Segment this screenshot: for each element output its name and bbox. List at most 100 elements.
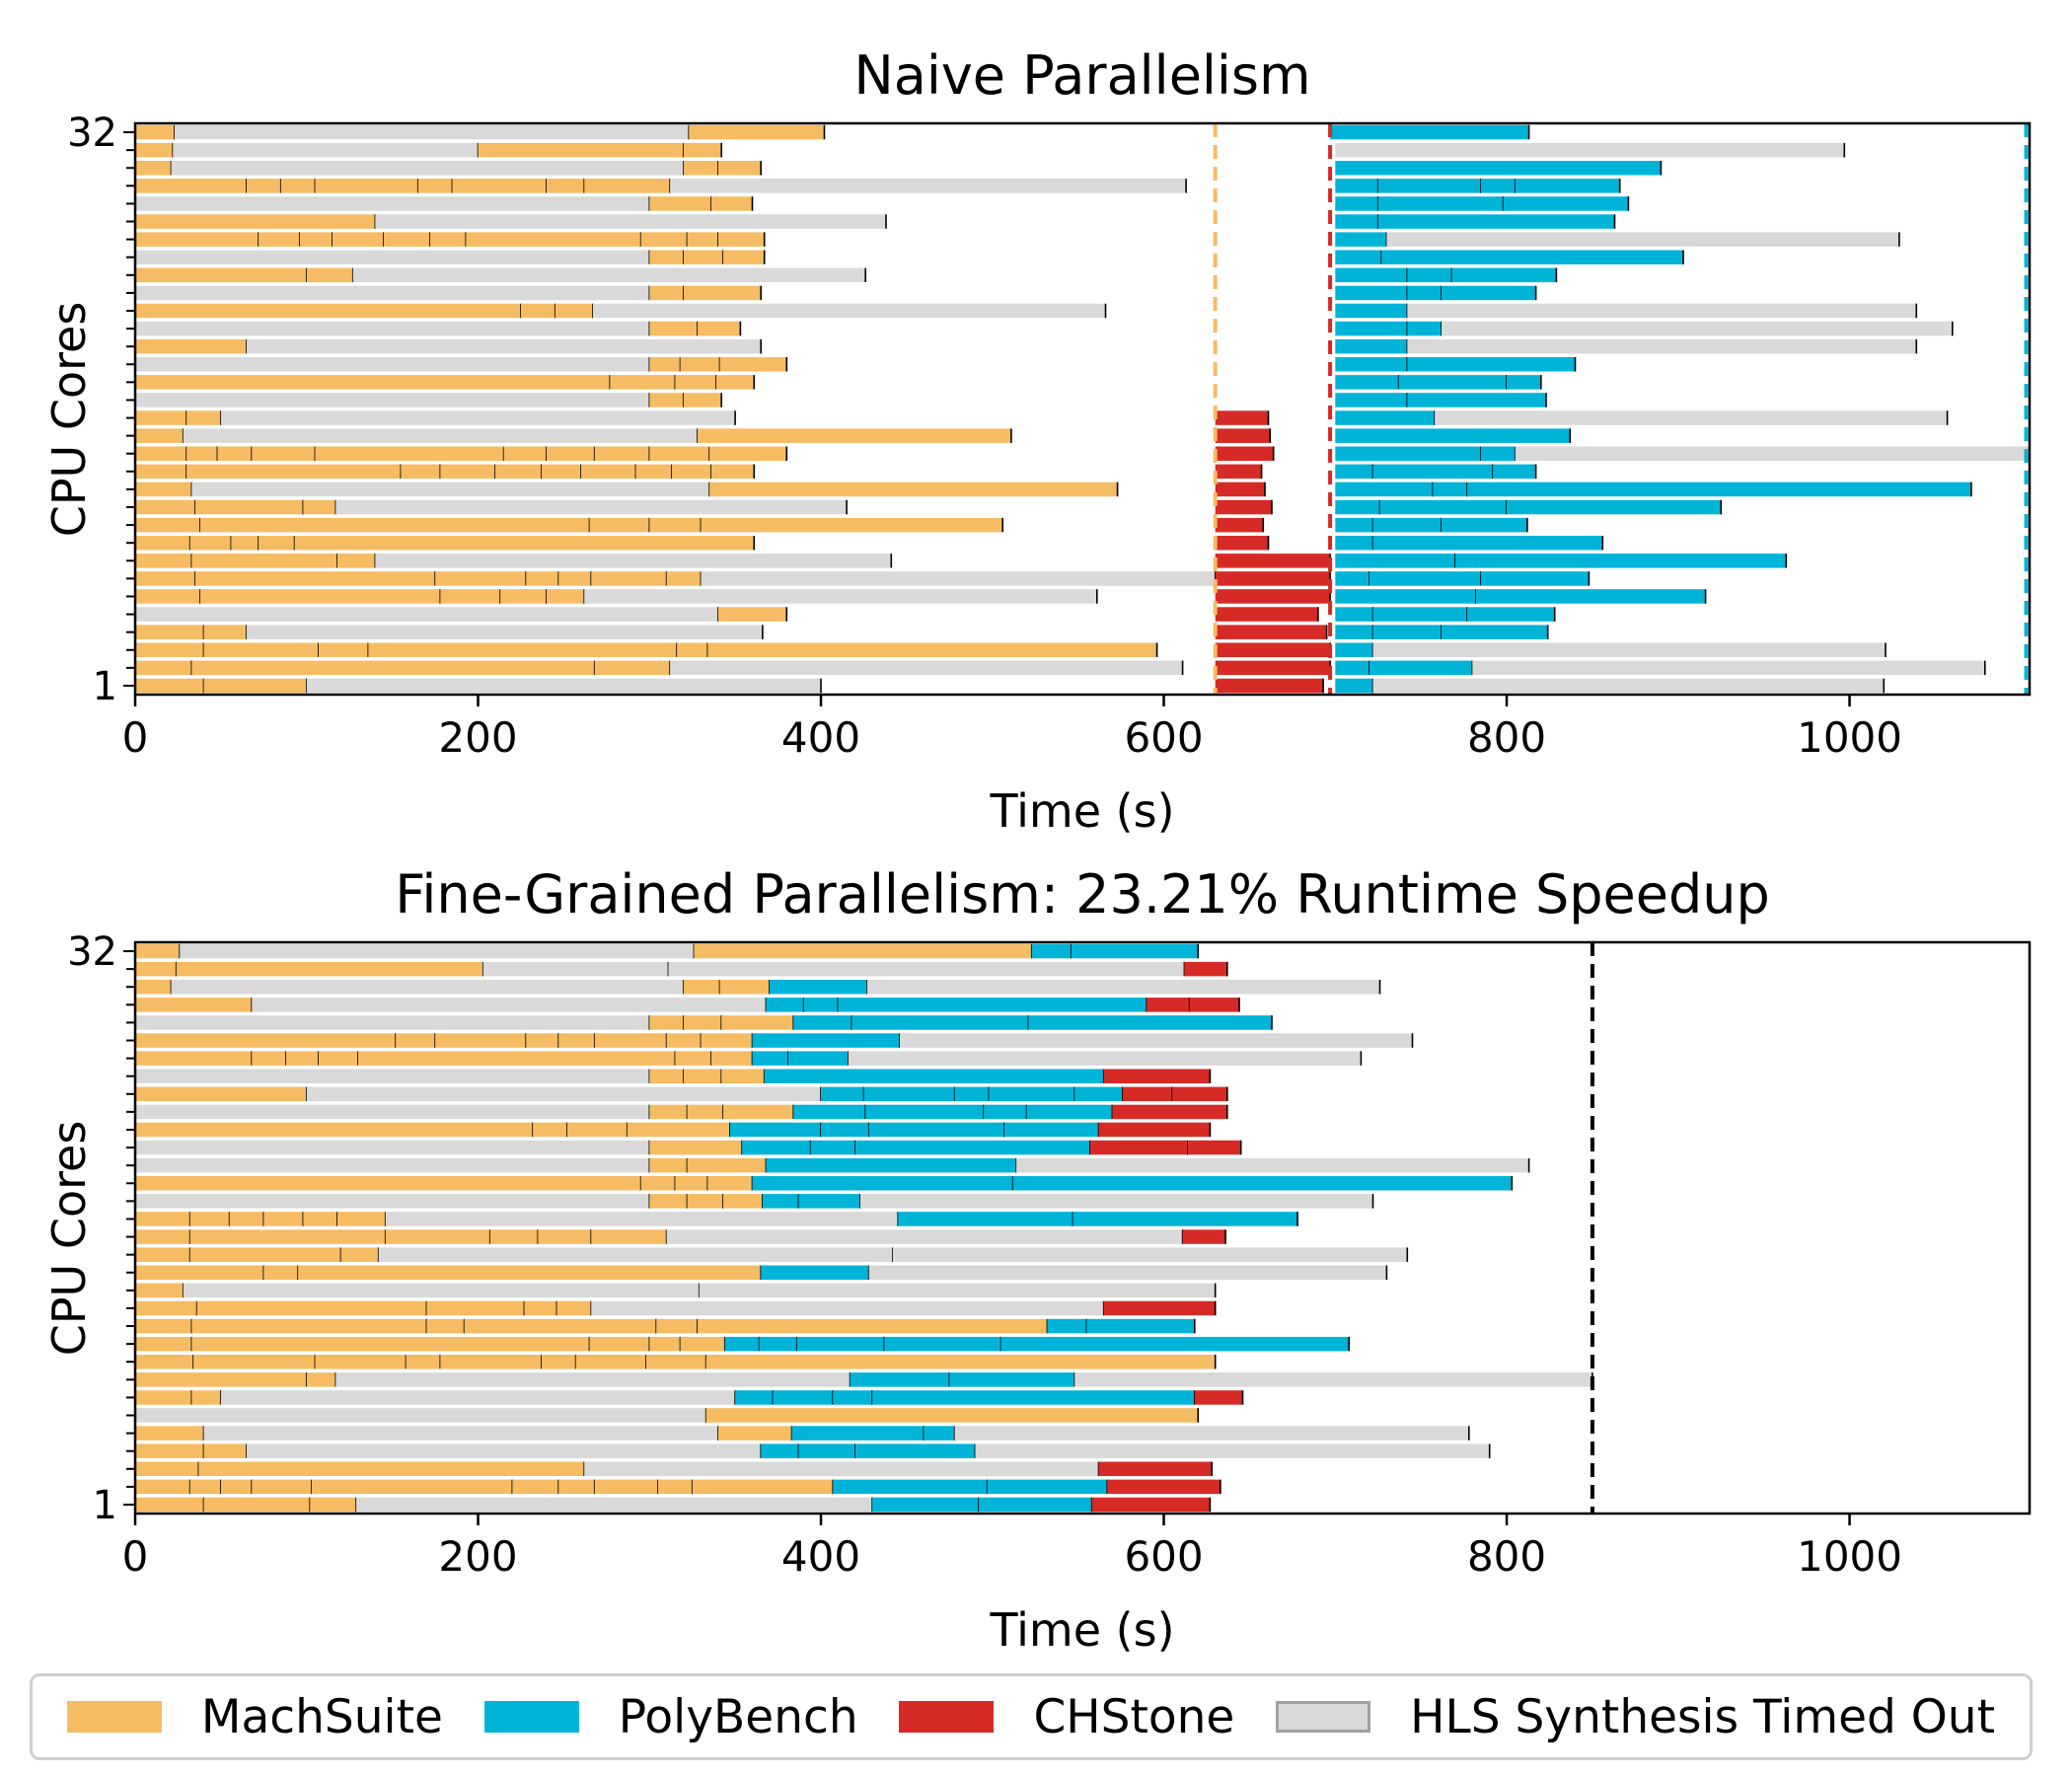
bar-segment bbox=[868, 1122, 1004, 1138]
bar-segment bbox=[717, 161, 762, 176]
bar-segment bbox=[482, 961, 669, 977]
bar-segment bbox=[135, 625, 204, 639]
bar-segment bbox=[524, 1300, 557, 1316]
bar-segment bbox=[649, 321, 698, 336]
bar-segment bbox=[340, 1247, 379, 1262]
bar-segment bbox=[677, 642, 708, 657]
bar-segment bbox=[533, 1122, 567, 1138]
bar-segment bbox=[1335, 499, 1380, 515]
bar-segment bbox=[135, 571, 195, 586]
bar-segment bbox=[723, 1194, 763, 1209]
bar-segment bbox=[1086, 1318, 1195, 1334]
bar-segment bbox=[1074, 1372, 1592, 1387]
legend-item-polybench: PolyBench bbox=[483, 1689, 858, 1744]
bar-segment bbox=[1187, 1140, 1241, 1155]
bar-segment bbox=[1335, 481, 1434, 497]
bar-segment bbox=[764, 1069, 1104, 1083]
bar-segment bbox=[735, 1390, 774, 1405]
bar-segment bbox=[705, 1355, 1216, 1369]
bar-segment bbox=[183, 1283, 700, 1298]
bar-segment bbox=[220, 1479, 253, 1495]
bar-segment bbox=[1493, 464, 1536, 480]
bar-segment bbox=[1073, 1212, 1297, 1226]
x-tick-label: 1000 bbox=[1797, 1532, 1902, 1581]
bar-segment bbox=[684, 161, 718, 176]
x-tick-label: 600 bbox=[1124, 1532, 1203, 1581]
bar-segment bbox=[697, 428, 1011, 443]
bar-segment bbox=[489, 1229, 539, 1244]
bar-segment bbox=[1215, 660, 1331, 676]
bar-segment bbox=[203, 678, 307, 694]
bar-segment bbox=[635, 464, 672, 480]
bar-segment bbox=[591, 1229, 667, 1244]
bar-segment bbox=[1215, 410, 1269, 425]
bar-segment bbox=[135, 464, 187, 480]
bar-segment bbox=[649, 446, 710, 461]
bar-segment bbox=[135, 1229, 190, 1244]
bar-segment bbox=[263, 1265, 299, 1280]
bar-segment bbox=[710, 464, 755, 480]
bar-segment bbox=[1377, 196, 1504, 211]
legend-label: PolyBench bbox=[618, 1689, 858, 1744]
bar-segment bbox=[1335, 321, 1408, 336]
bar-segment bbox=[189, 1212, 230, 1226]
bar-segment bbox=[259, 232, 300, 247]
bar-segment bbox=[649, 393, 685, 407]
bar-segment bbox=[701, 571, 1216, 586]
bar-segment bbox=[1074, 1086, 1123, 1102]
bar-segment bbox=[135, 1157, 650, 1173]
bar-segment bbox=[401, 464, 441, 480]
bar-segment bbox=[1335, 410, 1436, 425]
bar-segment bbox=[1189, 998, 1239, 1012]
bar-segment bbox=[263, 1212, 304, 1226]
bar-segment bbox=[135, 980, 172, 995]
bar-segment bbox=[1335, 446, 1481, 461]
bar-segment bbox=[584, 1461, 1099, 1476]
bar-segment bbox=[1407, 357, 1576, 372]
bar-segment bbox=[200, 517, 590, 533]
bar-segment bbox=[280, 179, 316, 193]
bar-segment bbox=[860, 1194, 1373, 1209]
bar-segment bbox=[541, 464, 581, 480]
x-tick-label: 400 bbox=[781, 713, 860, 762]
bar-segment bbox=[315, 446, 504, 461]
bar-segment bbox=[1026, 1104, 1113, 1120]
bar-segment bbox=[742, 1140, 811, 1155]
bar-segment bbox=[592, 303, 1106, 319]
bar-segment bbox=[298, 1265, 762, 1280]
bar-segment bbox=[866, 980, 1380, 995]
bar-segment bbox=[893, 1247, 1408, 1262]
bar-segment bbox=[503, 446, 547, 461]
bar-segment bbox=[135, 1497, 204, 1513]
bar-segment bbox=[1330, 124, 1529, 140]
bar-segment bbox=[1369, 571, 1481, 586]
bar-segment bbox=[246, 1443, 762, 1458]
bar-segment bbox=[984, 1104, 1027, 1120]
bar-segment bbox=[357, 1051, 676, 1066]
bar-segment bbox=[1112, 1104, 1227, 1120]
bar-segment bbox=[555, 303, 593, 319]
bar-segment bbox=[1215, 678, 1324, 694]
bar-segment bbox=[1407, 267, 1452, 283]
chart-title: Naive Parallelism bbox=[853, 44, 1310, 107]
bar-segment bbox=[1335, 303, 1408, 319]
bar-segment bbox=[135, 1390, 192, 1405]
legend-label: CHStone bbox=[1033, 1689, 1235, 1744]
bar-segment bbox=[135, 1479, 190, 1495]
bar-segment bbox=[312, 1479, 513, 1495]
legend-item-chstone: CHStone bbox=[899, 1690, 1234, 1744]
bar-segment bbox=[135, 446, 187, 461]
bar-segment bbox=[705, 1408, 1199, 1423]
bar-segment bbox=[717, 607, 787, 622]
bar-segment bbox=[259, 536, 295, 551]
bar-segment bbox=[135, 357, 650, 372]
bar-segment bbox=[541, 1355, 576, 1369]
bar-segment bbox=[954, 1426, 1469, 1441]
bar-segment bbox=[865, 1104, 985, 1120]
bar-segment bbox=[803, 998, 839, 1012]
bar-segment bbox=[1071, 943, 1199, 959]
bar-segment bbox=[949, 1372, 1075, 1387]
bar-segment bbox=[1407, 285, 1443, 301]
bar-segment bbox=[526, 571, 559, 586]
bar-segment bbox=[1335, 142, 1845, 158]
